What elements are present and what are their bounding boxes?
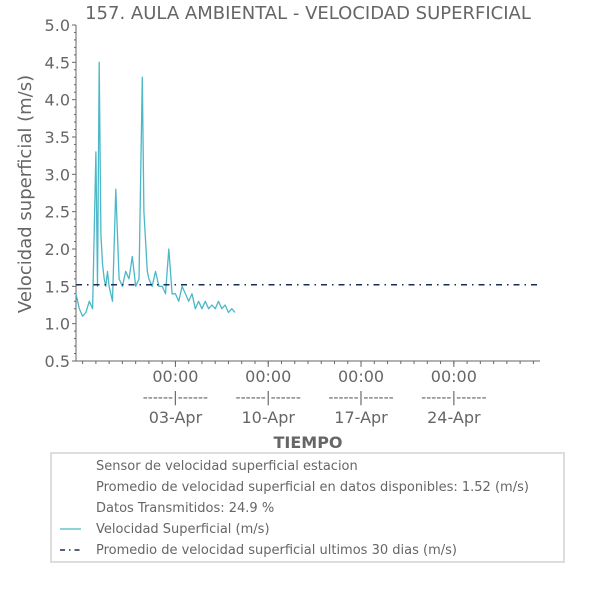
series-line-1: [75, 61, 236, 317]
x-tick-separator: ------|------: [421, 390, 486, 406]
legend: Sensor de velocidad superficial estacion…: [50, 452, 565, 563]
x-tick-separator: ------|------: [328, 390, 393, 406]
y-tick-label: 1.0: [45, 315, 70, 334]
x-tick-time: 00:00: [431, 367, 477, 386]
y-tick-label: 2.0: [45, 240, 70, 259]
legend-entry: Promedio de velocidad superficial ultimo…: [96, 543, 457, 558]
y-tick-label: 3.0: [45, 165, 70, 184]
x-tick-time: 00:00: [338, 367, 384, 386]
y-tick-label: 4.5: [45, 53, 70, 72]
legend-entry: Datos Transmitidos: 24.9 %: [96, 501, 274, 516]
x-tick-date: 24-Apr: [427, 408, 481, 427]
y-tick-label: 0.5: [45, 352, 70, 371]
legend-entry: Promedio de velocidad superficial en dat…: [96, 480, 529, 495]
y-tick-label: 3.5: [45, 128, 70, 147]
x-tick-date: 10-Apr: [241, 408, 295, 427]
x-tick-time: 00:00: [245, 367, 291, 386]
y-axis-label: Velocidad superficial (m/s): [15, 75, 36, 313]
y-tick-label: 1.5: [45, 277, 70, 296]
legend-box: [50, 452, 565, 563]
chart-title: 157. AULA AMBIENTAL - VELOCIDAD SUPERFIC…: [85, 3, 531, 24]
y-tick-label: 2.5: [45, 203, 70, 222]
plot-area: 0.5 1.0 1.5 2.0 2.5 3.0 3.5 4.0 4.5 5.0 00:00 -----…: [45, 16, 540, 427]
legend-entry: Sensor de velocidad superficial estacion: [96, 459, 358, 474]
x-tick-separator: ------|------: [236, 390, 301, 406]
legend-entry: Velocidad Superficial (m/s): [96, 522, 270, 537]
x-tick-date: 03-Apr: [149, 408, 203, 427]
x-tick-time: 00:00: [152, 367, 198, 386]
x-axis-label: TIEMPO: [273, 433, 342, 452]
x-tick-separator: ------|------: [143, 390, 208, 406]
y-tick-label: 5.0: [45, 16, 70, 35]
x-tick-date: 17-Apr: [334, 408, 388, 427]
y-tick-label: 4.0: [45, 91, 70, 110]
